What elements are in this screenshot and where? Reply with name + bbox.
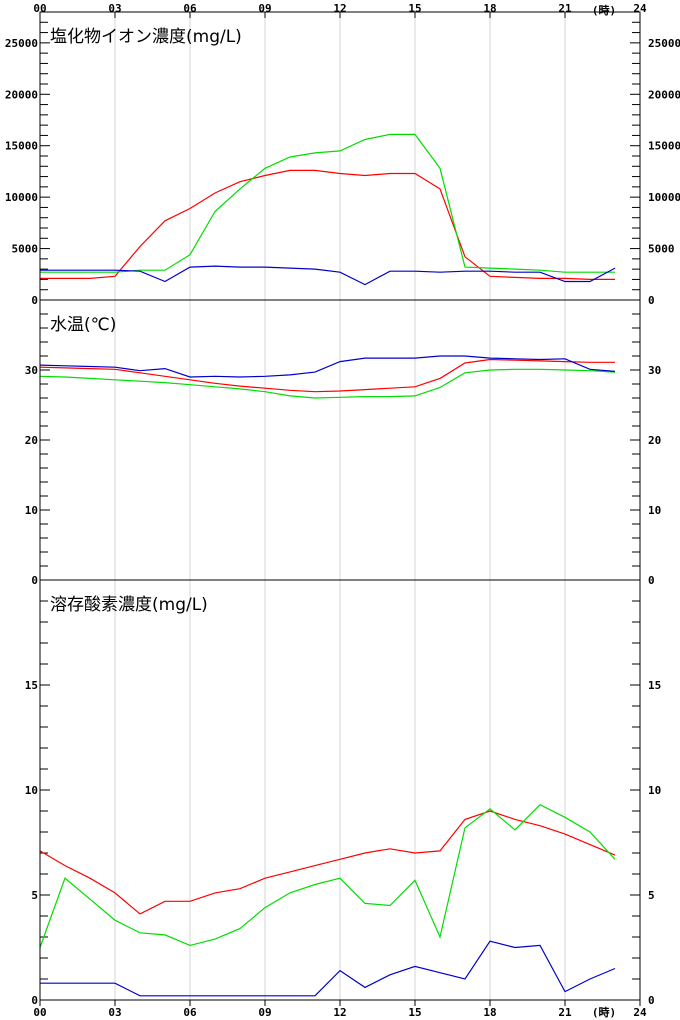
y-tick-label-left: 15 (25, 679, 38, 692)
y-tick-label-left: 5000 (12, 243, 39, 256)
x-tick-label-bottom: 00 (33, 1006, 46, 1019)
y-tick-label-right: 20000 (648, 88, 680, 101)
y-tick-label-left: 15000 (5, 140, 38, 153)
y-tick-label-right: 20 (648, 434, 661, 447)
y-tick-label-right: 10000 (648, 191, 680, 204)
y-tick-label-right: 5000 (648, 243, 675, 256)
y-tick-label-right: 15000 (648, 140, 680, 153)
x-tick-label-top: 24 (633, 2, 647, 15)
x-tick-label-bottom: 24 (633, 1006, 647, 1019)
x-tick-label-top: 03 (108, 2, 121, 15)
x-tick-label-top: 06 (183, 2, 197, 15)
y-tick-label-right: 15 (648, 679, 661, 692)
x-tick-label-bottom: 15 (408, 1006, 421, 1019)
x-tick-label-bottom: 18 (483, 1006, 496, 1019)
y-tick-label-left: 25000 (5, 37, 38, 50)
y-tick-label-left: 20 (25, 434, 38, 447)
x-tick-label-top: 09 (258, 2, 271, 15)
y-tick-label-right: 5 (648, 889, 655, 902)
series-line-2 (39, 803, 616, 948)
y-tick-label-right: 0 (648, 294, 655, 307)
series-line-1 (39, 810, 616, 915)
y-tick-label-left: 0 (31, 294, 38, 307)
y-tick-label-right: 0 (648, 994, 655, 1007)
x-tick-label-top: 21 (558, 2, 572, 15)
y-tick-label-right: 30 (648, 364, 661, 377)
y-tick-label-left: 0 (31, 994, 38, 1007)
x-unit-label-bottom: (時) (592, 1005, 616, 1019)
x-tick-label-bottom: 12 (333, 1006, 346, 1019)
series-line-3 (40, 940, 616, 997)
panel-title: 水温(℃) (50, 315, 116, 335)
panel-title: 塩化物イオン濃度(mg/L) (50, 27, 242, 47)
y-tick-label-left: 30 (25, 364, 38, 377)
y-tick-label-left: 20000 (5, 88, 38, 101)
y-tick-label-right: 10 (648, 504, 661, 517)
series-line-1 (39, 358, 615, 393)
y-tick-label-right: 0 (648, 574, 655, 587)
x-tick-label-top: 12 (333, 2, 346, 15)
y-tick-label-left: 5 (31, 889, 38, 902)
x-tick-label-top: 15 (408, 2, 421, 15)
y-tick-label-left: 10 (25, 504, 38, 517)
x-tick-label-top: 00 (33, 2, 46, 15)
series-line-2 (39, 368, 616, 399)
x-tick-label-bottom: 09 (258, 1006, 271, 1019)
x-unit-label-top: (時) (592, 3, 616, 17)
x-tick-label-bottom: 03 (108, 1006, 121, 1019)
x-tick-label-top: 18 (483, 2, 496, 15)
y-tick-label-right: 10 (648, 784, 661, 797)
x-tick-label-bottom: 06 (183, 1006, 197, 1019)
y-tick-label-left: 0 (31, 574, 38, 587)
series-line-3 (39, 355, 616, 378)
series-line-1 (40, 169, 615, 280)
series-line-3 (40, 265, 616, 286)
y-tick-label-right: 25000 (648, 37, 680, 50)
y-tick-label-left: 10000 (5, 191, 38, 204)
y-tick-label-left: 10 (25, 784, 38, 797)
panel-title: 溶存酸素濃度(mg/L) (50, 595, 208, 615)
x-tick-label-bottom: 21 (558, 1006, 572, 1019)
